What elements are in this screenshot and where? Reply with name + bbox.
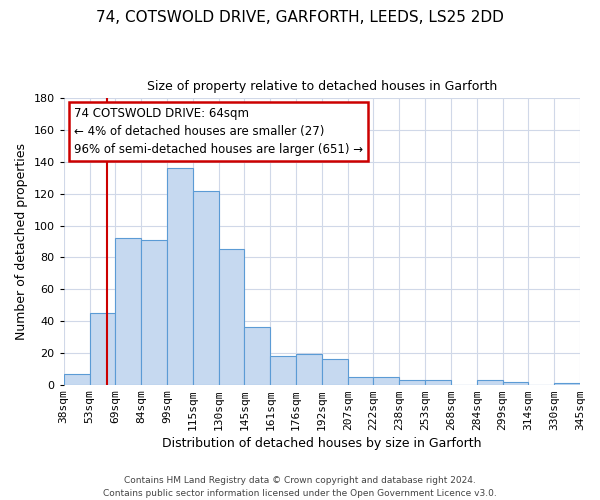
Bar [554, 383, 580, 384]
Bar [296, 354, 322, 384]
Bar [373, 376, 399, 384]
Bar [347, 376, 373, 384]
Bar [141, 240, 167, 384]
Text: 74, COTSWOLD DRIVE, GARFORTH, LEEDS, LS25 2DD: 74, COTSWOLD DRIVE, GARFORTH, LEEDS, LS2… [96, 10, 504, 25]
Text: Contains HM Land Registry data © Crown copyright and database right 2024.
Contai: Contains HM Land Registry data © Crown c… [103, 476, 497, 498]
Bar [193, 190, 218, 384]
Bar [167, 168, 193, 384]
Bar [425, 380, 451, 384]
Bar [322, 359, 347, 384]
Bar [244, 328, 270, 384]
Bar [64, 374, 89, 384]
Y-axis label: Number of detached properties: Number of detached properties [15, 143, 28, 340]
Bar [399, 380, 425, 384]
Bar [218, 250, 244, 384]
Bar [270, 356, 296, 384]
Bar [503, 382, 529, 384]
Bar [115, 238, 141, 384]
Text: 74 COTSWOLD DRIVE: 64sqm
← 4% of detached houses are smaller (27)
96% of semi-de: 74 COTSWOLD DRIVE: 64sqm ← 4% of detache… [74, 107, 363, 156]
Bar [477, 380, 503, 384]
Bar [89, 313, 115, 384]
X-axis label: Distribution of detached houses by size in Garforth: Distribution of detached houses by size … [162, 437, 482, 450]
Title: Size of property relative to detached houses in Garforth: Size of property relative to detached ho… [147, 80, 497, 93]
